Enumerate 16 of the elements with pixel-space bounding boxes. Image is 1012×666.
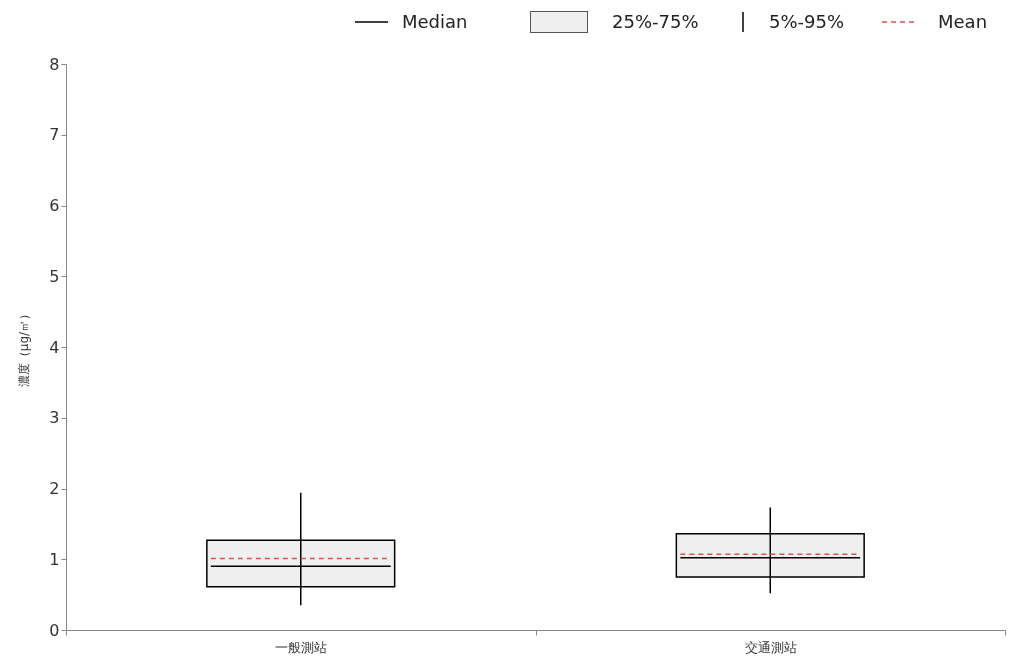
y-tick-label: 3 — [49, 408, 60, 428]
text: Mean — [938, 10, 988, 34]
y-tick-label: 1 — [49, 549, 60, 569]
y-tick-label: 2 — [49, 479, 60, 498]
text: 25%-75% — [612, 10, 699, 34]
y-tick-label: 7 — [49, 125, 60, 145]
x-tick-label: 一般測站 — [275, 639, 328, 655]
x-tick-label: 交通測站 — [744, 639, 797, 655]
y-axis-title: 濃度（μg/㎥） — [17, 307, 32, 388]
y-tick-label: 5 — [49, 266, 60, 286]
text: 5%-95% — [769, 10, 845, 34]
y-tick-label: 8 — [49, 54, 60, 74]
y-tick-label: 4 — [49, 337, 60, 357]
y-tick-label: 0 — [49, 620, 60, 640]
y-tick-label: 6 — [49, 196, 60, 215]
text: Median — [402, 10, 468, 34]
